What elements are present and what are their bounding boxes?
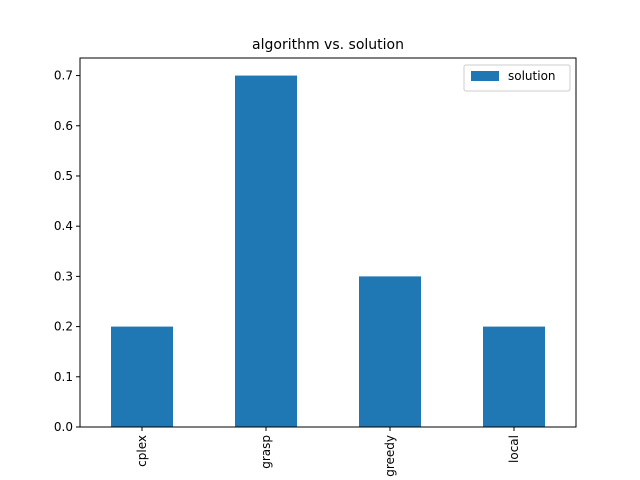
y-tick-label-5: 0.5	[54, 169, 73, 183]
x-axis: cplex grasp greedy local	[135, 427, 521, 477]
x-tick-label-grasp: grasp	[259, 435, 273, 469]
y-tick-label-2: 0.2	[54, 320, 73, 334]
y-tick-label-1: 0.1	[54, 370, 73, 384]
bar-grasp	[235, 75, 297, 428]
x-tick-label-local: local	[507, 435, 521, 463]
bar-greedy	[359, 276, 421, 427]
y-tick-label-3: 0.3	[54, 269, 73, 283]
y-axis: 0.0 0.1 0.2 0.3 0.4 0.5 0.6 0.7	[54, 69, 80, 434]
y-tick-label-7: 0.7	[54, 69, 73, 83]
legend-label-solution: solution	[508, 69, 556, 83]
bar-cplex	[111, 326, 173, 427]
legend: solution	[463, 64, 571, 92]
bar-local	[483, 326, 545, 427]
x-tick-label-cplex: cplex	[135, 435, 149, 467]
y-tick-label-6: 0.6	[54, 119, 73, 133]
y-tick-label-0: 0.0	[54, 420, 73, 434]
bars-group	[111, 75, 545, 428]
plot-frame	[79, 57, 577, 428]
x-tick-label-greedy: greedy	[383, 435, 397, 477]
y-tick-label-4: 0.4	[54, 219, 73, 233]
legend-swatch	[471, 71, 499, 81]
chart-title: algorithm vs. solution	[252, 37, 404, 53]
